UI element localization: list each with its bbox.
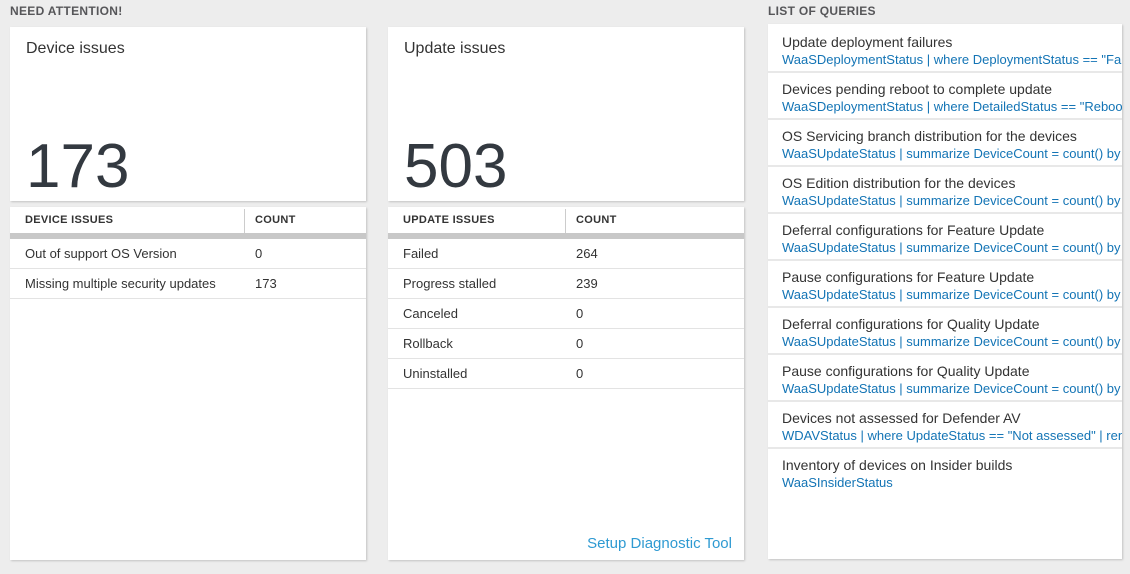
table-row[interactable]: Missing multiple security updates 173 (10, 269, 366, 299)
query-title: Update deployment failures (782, 34, 953, 50)
query-item[interactable]: OS Servicing branch distribution for the… (768, 120, 1122, 167)
row-value: 0 (576, 366, 584, 381)
query-title: Deferral configurations for Feature Upda… (782, 222, 1045, 238)
row-label: Rollback (403, 336, 453, 351)
query-text: WaaSDeploymentStatus | where DetailedSta… (782, 99, 1122, 114)
query-title: Deferral configurations for Quality Upda… (782, 316, 1040, 332)
query-title: Inventory of devices on Insider builds (782, 457, 1013, 473)
table-row[interactable]: Rollback 0 (388, 329, 744, 359)
column-header-count: COUNT (576, 214, 617, 226)
query-title: Devices pending reboot to complete updat… (782, 81, 1053, 97)
queries-list: Update deployment failures WaaSDeploymen… (768, 24, 1122, 559)
need-attention-header: NEED ATTENTION! (10, 4, 123, 18)
row-value: 239 (576, 276, 598, 291)
column-header-count: COUNT (255, 214, 296, 226)
query-item[interactable]: Deferral configurations for Quality Upda… (768, 308, 1122, 355)
table-row[interactable]: Uninstalled 0 (388, 359, 744, 389)
table-row[interactable]: Canceled 0 (388, 299, 744, 329)
query-item[interactable]: OS Edition distribution for the devices … (768, 167, 1122, 214)
query-item[interactable]: Devices not assessed for Defender AV WDA… (768, 402, 1122, 449)
query-text: WaaSUpdateStatus | summarize DeviceCount… (782, 146, 1122, 161)
device-issues-table: DEVICE ISSUES COUNT Out of support OS Ve… (10, 207, 366, 560)
query-text: WaaSUpdateStatus | summarize DeviceCount… (782, 334, 1122, 349)
query-item[interactable]: Update deployment failures WaaSDeploymen… (768, 24, 1122, 73)
list-of-queries-header: LIST OF QUERIES (768, 4, 876, 18)
row-label: Canceled (403, 306, 458, 321)
query-title: Devices not assessed for Defender AV (782, 410, 1021, 426)
column-header-device-issues: DEVICE ISSUES (25, 214, 114, 226)
query-item[interactable]: Pause configurations for Quality Update … (768, 355, 1122, 402)
column-divider (565, 209, 566, 233)
query-text: WaaSUpdateStatus | summarize DeviceCount… (782, 240, 1122, 255)
row-value: 0 (576, 336, 584, 351)
setup-diagnostic-tool-link[interactable]: Setup Diagnostic Tool (587, 535, 732, 552)
update-issues-count: 503 (404, 131, 508, 201)
query-title: Pause configurations for Feature Update (782, 269, 1035, 285)
table-row[interactable]: Out of support OS Version 0 (10, 239, 366, 269)
query-item[interactable]: Inventory of devices on Insider builds W… (768, 449, 1122, 496)
update-issues-table-header: UPDATE ISSUES COUNT (388, 207, 744, 233)
row-value: 264 (576, 246, 598, 261)
row-label: Missing multiple security updates (25, 276, 216, 291)
query-text: WDAVStatus | where UpdateStatus == "Not … (782, 428, 1122, 443)
table-header-separator (388, 233, 744, 239)
query-text: WaaSUpdateStatus | summarize DeviceCount… (782, 193, 1122, 208)
update-issues-tile[interactable]: Update issues 503 (388, 27, 744, 201)
device-issues-table-header: DEVICE ISSUES COUNT (10, 207, 366, 233)
column-header-update-issues: UPDATE ISSUES (403, 214, 495, 226)
column-divider (244, 209, 245, 233)
device-issues-tile[interactable]: Device issues 173 (10, 27, 366, 201)
query-item[interactable]: Pause configurations for Feature Update … (768, 261, 1122, 308)
query-title: OS Edition distribution for the devices (782, 175, 1016, 191)
table-row[interactable]: Progress stalled 239 (388, 269, 744, 299)
query-item[interactable]: Deferral configurations for Feature Upda… (768, 214, 1122, 261)
device-issues-count: 173 (26, 131, 130, 201)
query-text: WaaSUpdateStatus | summarize DeviceCount… (782, 381, 1122, 396)
query-title: OS Servicing branch distribution for the… (782, 128, 1077, 144)
query-title: Pause configurations for Quality Update (782, 363, 1030, 379)
query-text: WaaSInsiderStatus (782, 475, 893, 490)
row-value: 0 (576, 306, 584, 321)
row-label: Progress stalled (403, 276, 497, 291)
query-item[interactable]: Devices pending reboot to complete updat… (768, 73, 1122, 120)
row-label: Uninstalled (403, 366, 468, 381)
row-label: Out of support OS Version (25, 246, 177, 261)
table-header-separator (10, 233, 366, 239)
update-issues-title: Update issues (404, 40, 506, 57)
row-label: Failed (403, 246, 439, 261)
update-issues-table: UPDATE ISSUES COUNT Failed 264 Progress … (388, 207, 744, 560)
query-text: WaaSUpdateStatus | summarize DeviceCount… (782, 287, 1122, 302)
row-value: 173 (255, 276, 277, 291)
table-row[interactable]: Failed 264 (388, 239, 744, 269)
device-issues-title: Device issues (26, 40, 125, 57)
query-text: WaaSDeploymentStatus | where DeploymentS… (782, 52, 1122, 67)
row-value: 0 (255, 246, 263, 261)
